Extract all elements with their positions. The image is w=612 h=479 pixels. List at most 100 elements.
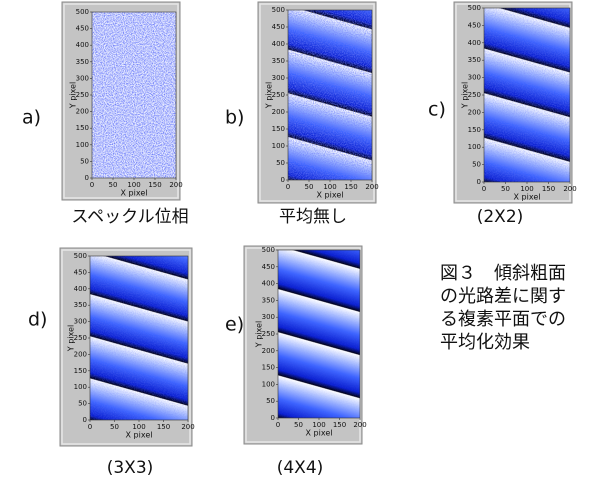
y-tick-label: 0 — [477, 178, 481, 186]
panel: 0501001502002503003504004505000501001502… — [225, 2, 379, 227]
panel-letter: a) — [22, 107, 41, 129]
y-tick-label: 150 — [76, 124, 89, 132]
panel-caption: スペックル位相 — [71, 207, 188, 227]
x-tick-label: 0 — [276, 421, 280, 429]
speckle-noise — [484, 8, 570, 182]
y-axis-label: Y pixel — [69, 82, 78, 109]
y-tick-label: 50 — [78, 400, 87, 408]
x-tick-label: 0 — [90, 181, 94, 189]
y-tick-label: 450 — [262, 263, 275, 271]
page: 0501001502002503003504004505000501001502… — [0, 0, 612, 479]
x-tick-label: 150 — [157, 423, 170, 431]
y-axis-label: Y pixel — [255, 321, 264, 348]
y-tick-label: 100 — [272, 142, 285, 150]
y-tick-label: 300 — [468, 74, 481, 82]
y-tick-label: 500 — [272, 6, 285, 14]
y-tick-label: 350 — [74, 301, 87, 309]
panel: 0501001502002503003504004505000501001502… — [28, 248, 195, 478]
y-tick-label: 200 — [262, 347, 275, 355]
y-tick-label: 0 — [85, 174, 89, 182]
y-tick-label: 500 — [76, 8, 89, 16]
panel-letter: e) — [225, 314, 244, 336]
y-tick-label: 300 — [262, 313, 275, 321]
y-tick-label: 400 — [272, 40, 285, 48]
y-tick-label: 500 — [468, 4, 481, 12]
y-tick-label: 250 — [272, 91, 285, 99]
y-tick-label: 450 — [76, 25, 89, 33]
y-tick-label: 50 — [266, 397, 275, 405]
y-tick-label: 300 — [272, 74, 285, 82]
x-tick-label: 150 — [333, 421, 346, 429]
x-axis-label: X pixel — [126, 431, 153, 440]
y-tick-label: 50 — [80, 157, 89, 165]
y-tick-label: 50 — [472, 161, 481, 169]
y-tick-label: 350 — [262, 296, 275, 304]
x-tick-label: 150 — [542, 185, 555, 193]
x-tick-label: 0 — [88, 423, 92, 431]
y-tick-label: 250 — [74, 334, 87, 342]
x-axis-label: X pixel — [317, 191, 344, 200]
y-tick-label: 150 — [272, 125, 285, 133]
x-tick-label: 50 — [501, 185, 510, 193]
x-tick-label: 50 — [109, 181, 118, 189]
x-tick-label: 50 — [294, 421, 303, 429]
y-tick-label: 350 — [272, 57, 285, 65]
x-tick-label: 200 — [563, 185, 576, 193]
speckle-noise — [92, 12, 176, 178]
x-tick-label: 200 — [169, 181, 182, 189]
y-tick-label: 100 — [74, 383, 87, 391]
y-tick-label: 500 — [74, 252, 87, 260]
panel-caption: 平均無し — [279, 207, 347, 227]
panel-caption: (3X3) — [107, 458, 154, 478]
figure: 0501001502002503003504004505000501001502… — [0, 0, 612, 479]
panel-letter: d) — [28, 309, 47, 331]
y-tick-label: 50 — [276, 159, 285, 167]
y-tick-label: 0 — [83, 416, 87, 424]
y-tick-label: 100 — [76, 141, 89, 149]
y-tick-label: 100 — [468, 143, 481, 151]
y-tick-label: 200 — [272, 108, 285, 116]
figure-caption: の光路差に関す — [440, 286, 566, 307]
y-tick-label: 0 — [271, 414, 275, 422]
y-tick-label: 500 — [262, 246, 275, 254]
y-tick-label: 250 — [76, 91, 89, 99]
y-tick-label: 350 — [468, 56, 481, 64]
figure-caption: る複素平面での — [440, 309, 566, 330]
y-tick-label: 450 — [272, 23, 285, 31]
x-axis-label: X pixel — [514, 193, 541, 202]
y-tick-label: 200 — [468, 108, 481, 116]
figure-caption: 平均化効果 — [440, 332, 530, 353]
figure-caption: 図３ 傾斜粗面 — [440, 263, 566, 284]
speckle-noise — [90, 256, 188, 420]
y-tick-label: 400 — [468, 39, 481, 47]
x-tick-label: 150 — [344, 183, 357, 191]
y-tick-label: 200 — [76, 108, 89, 116]
x-tick-label: 150 — [148, 181, 161, 189]
y-tick-label: 150 — [262, 364, 275, 372]
y-axis-label: Y pixel — [67, 325, 76, 352]
panel-letter: b) — [225, 107, 244, 129]
y-tick-label: 200 — [74, 350, 87, 358]
speckle-noise — [278, 250, 360, 418]
y-axis-label: Y pixel — [265, 82, 274, 109]
y-axis-label: Y pixel — [461, 82, 470, 109]
x-tick-label: 0 — [482, 185, 486, 193]
y-tick-label: 150 — [468, 126, 481, 134]
y-tick-label: 450 — [468, 21, 481, 29]
y-tick-label: 400 — [74, 285, 87, 293]
y-tick-label: 400 — [262, 280, 275, 288]
y-tick-label: 400 — [76, 41, 89, 49]
y-tick-label: 100 — [262, 380, 275, 388]
panel-caption: (4X4) — [277, 458, 324, 478]
panel-letter: c) — [428, 99, 446, 121]
x-axis-label: X pixel — [121, 189, 148, 198]
y-tick-label: 300 — [76, 74, 89, 82]
x-tick-label: 200 — [353, 421, 366, 429]
y-tick-label: 450 — [74, 268, 87, 276]
x-tick-label: 50 — [305, 183, 314, 191]
y-tick-label: 300 — [74, 318, 87, 326]
x-axis-label: X pixel — [306, 429, 333, 438]
speckle-noise — [288, 10, 372, 180]
